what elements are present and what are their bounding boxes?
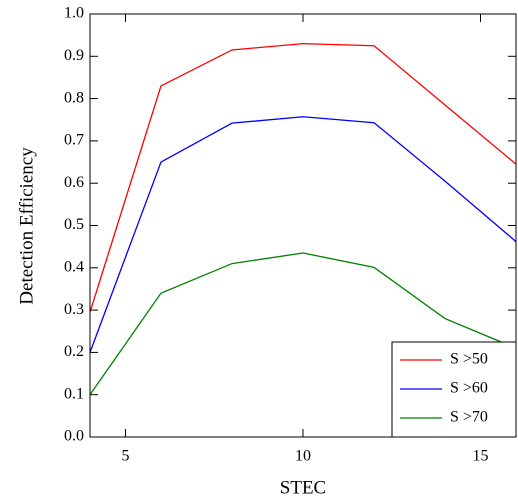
y-tick-label: 0.9	[64, 47, 84, 64]
y-tick-label: 0.8	[64, 89, 84, 106]
y-tick-label: 0.4	[64, 258, 84, 275]
y-tick-label: 0.0	[64, 428, 84, 445]
plot-frame	[89, 13, 517, 438]
x-tick-label: 15	[473, 448, 489, 465]
legend-label: S >50	[450, 351, 488, 368]
x-tick-label: 10	[295, 448, 311, 465]
y-tick-label: 1.0	[64, 5, 84, 22]
y-tick-label: 0.6	[64, 174, 84, 191]
legend-label: S >60	[450, 380, 488, 397]
y-tick-label: 0.5	[64, 216, 84, 233]
x-axis-title: STEC	[280, 477, 326, 498]
y-tick-label: 0.2	[64, 343, 84, 360]
series-line	[89, 252, 517, 396]
legend-label: S >70	[450, 409, 488, 426]
x-tick-label: 5	[122, 448, 130, 465]
y-tick-label: 0.7	[64, 132, 84, 149]
series-line	[89, 42, 517, 313]
y-axis-title: Detection Efficiency	[16, 147, 37, 305]
series-line	[89, 116, 517, 353]
y-tick-label: 0.1	[64, 385, 84, 402]
y-tick-label: 0.3	[64, 301, 84, 318]
